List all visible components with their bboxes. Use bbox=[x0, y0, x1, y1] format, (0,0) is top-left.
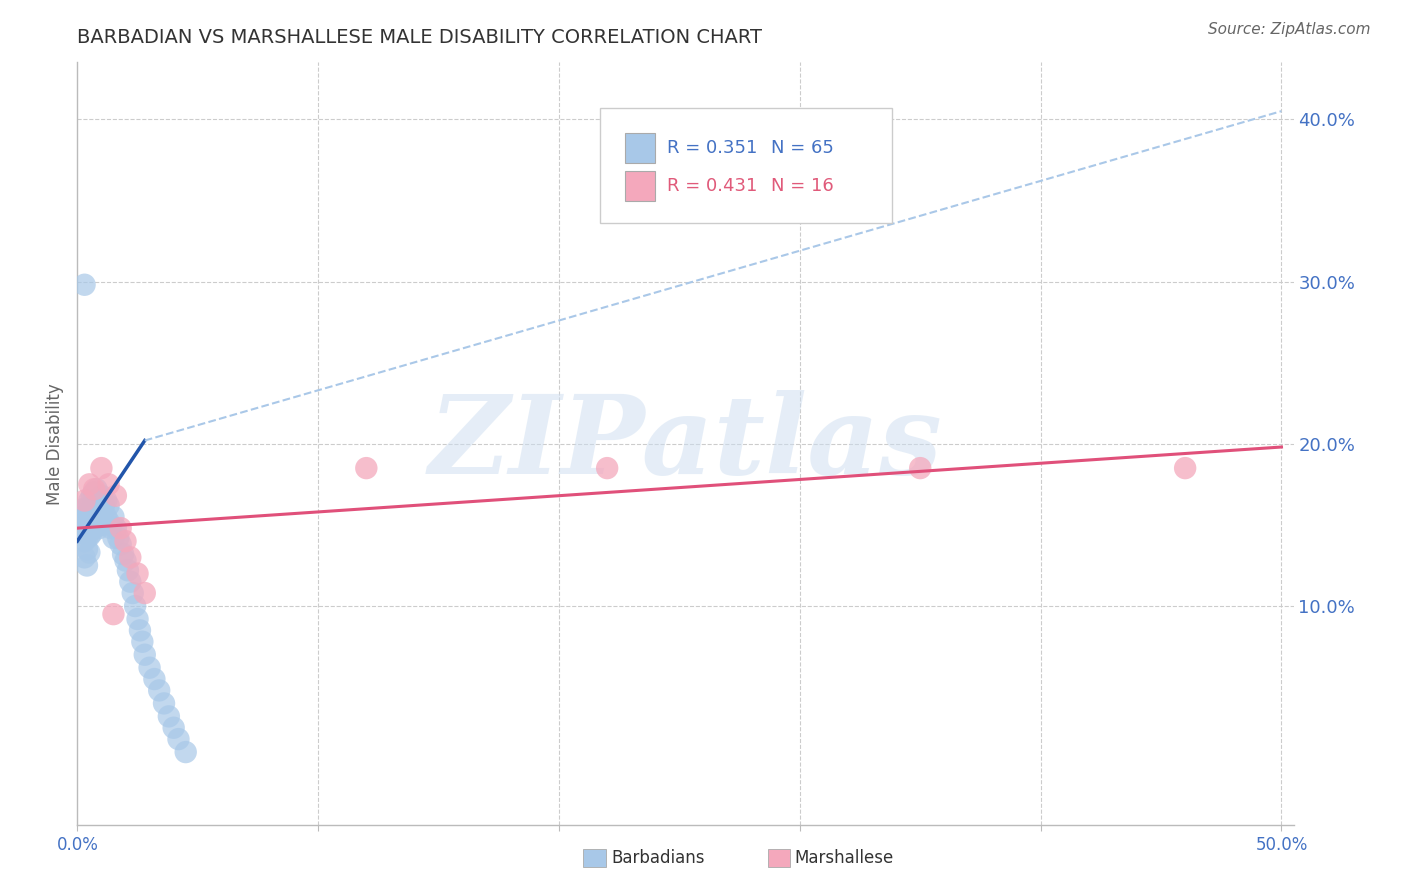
Point bbox=[356, 461, 378, 475]
Text: Marshallese: Marshallese bbox=[794, 849, 894, 867]
Point bbox=[79, 493, 101, 508]
Point bbox=[110, 521, 132, 535]
Point bbox=[103, 531, 125, 545]
Point bbox=[79, 505, 101, 519]
Point bbox=[131, 634, 153, 648]
Point bbox=[79, 517, 101, 532]
Point bbox=[110, 537, 132, 551]
Point bbox=[163, 721, 186, 735]
Point bbox=[76, 521, 98, 535]
Point bbox=[103, 607, 125, 622]
Point bbox=[76, 542, 98, 557]
Point bbox=[1174, 461, 1197, 475]
Point bbox=[104, 521, 127, 535]
Point bbox=[134, 648, 156, 662]
Point bbox=[79, 529, 101, 543]
Point bbox=[86, 499, 108, 513]
Point bbox=[138, 661, 160, 675]
Point bbox=[87, 493, 110, 508]
Point bbox=[167, 732, 190, 747]
Point bbox=[148, 683, 170, 698]
Point bbox=[174, 745, 197, 759]
Point bbox=[114, 553, 136, 567]
Point bbox=[120, 550, 142, 565]
Text: R = 0.431: R = 0.431 bbox=[668, 177, 758, 195]
Point bbox=[153, 697, 176, 711]
Point bbox=[103, 509, 125, 524]
Point bbox=[90, 461, 112, 475]
FancyBboxPatch shape bbox=[600, 108, 893, 223]
Point bbox=[104, 489, 127, 503]
Point bbox=[87, 509, 110, 524]
Point bbox=[121, 586, 143, 600]
Point bbox=[910, 461, 932, 475]
Point bbox=[96, 493, 118, 508]
Point bbox=[127, 612, 149, 626]
Point bbox=[73, 501, 96, 516]
Point bbox=[73, 517, 96, 532]
Point bbox=[96, 509, 118, 524]
Point bbox=[80, 489, 103, 503]
Text: N = 16: N = 16 bbox=[770, 177, 834, 195]
Point bbox=[90, 517, 112, 532]
Point bbox=[97, 499, 120, 513]
Point bbox=[83, 499, 105, 513]
Point bbox=[157, 709, 180, 723]
Point bbox=[76, 501, 98, 516]
Point bbox=[596, 461, 619, 475]
Point bbox=[112, 547, 135, 561]
Y-axis label: Male Disability: Male Disability bbox=[46, 383, 65, 505]
Point bbox=[73, 493, 96, 508]
Point bbox=[83, 521, 105, 535]
Point bbox=[80, 501, 103, 516]
Text: BARBADIAN VS MARSHALLESE MALE DISABILITY CORRELATION CHART: BARBADIAN VS MARSHALLESE MALE DISABILITY… bbox=[77, 28, 762, 47]
Point bbox=[87, 521, 110, 535]
Point bbox=[129, 624, 152, 638]
Point bbox=[86, 482, 108, 496]
Point bbox=[117, 563, 139, 577]
Point bbox=[107, 531, 129, 545]
Text: ZIPatlas: ZIPatlas bbox=[429, 390, 942, 498]
Point bbox=[76, 509, 98, 524]
Point bbox=[73, 550, 96, 565]
FancyBboxPatch shape bbox=[624, 170, 655, 202]
Point bbox=[83, 485, 105, 500]
Point bbox=[79, 477, 101, 491]
Point bbox=[76, 531, 98, 545]
Point bbox=[100, 521, 122, 535]
Point bbox=[90, 505, 112, 519]
Point bbox=[73, 534, 96, 549]
Point bbox=[73, 277, 96, 292]
Point bbox=[80, 515, 103, 529]
Point bbox=[97, 515, 120, 529]
Point bbox=[97, 477, 120, 491]
Point bbox=[80, 526, 103, 541]
Point bbox=[93, 499, 115, 513]
Point bbox=[83, 482, 105, 496]
Point bbox=[114, 534, 136, 549]
Point bbox=[90, 489, 112, 503]
Point bbox=[83, 509, 105, 524]
FancyBboxPatch shape bbox=[624, 133, 655, 163]
Point bbox=[70, 509, 93, 524]
Text: Source: ZipAtlas.com: Source: ZipAtlas.com bbox=[1208, 22, 1371, 37]
Text: Barbadians: Barbadians bbox=[612, 849, 706, 867]
Text: R = 0.351: R = 0.351 bbox=[668, 139, 758, 157]
Point bbox=[76, 558, 98, 573]
Point bbox=[86, 509, 108, 524]
Text: N = 65: N = 65 bbox=[770, 139, 834, 157]
Point bbox=[124, 599, 146, 613]
Point bbox=[134, 586, 156, 600]
Point bbox=[120, 574, 142, 589]
Point bbox=[93, 515, 115, 529]
Point bbox=[70, 526, 93, 541]
Point bbox=[127, 566, 149, 581]
Point bbox=[143, 672, 166, 686]
Point bbox=[79, 545, 101, 559]
